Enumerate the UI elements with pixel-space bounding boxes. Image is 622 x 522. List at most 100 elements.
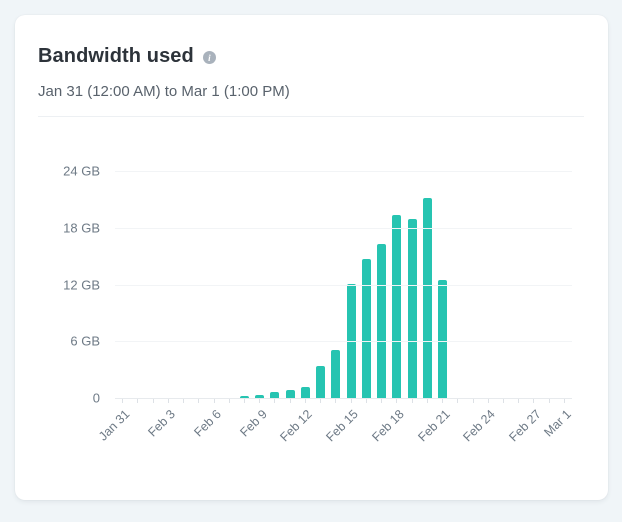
x-axis-label: Feb 21 <box>414 407 453 445</box>
bandwidth-bar[interactable] <box>407 219 417 398</box>
axis-tick <box>320 398 322 403</box>
tick-slot <box>374 398 389 404</box>
axis-tick <box>381 398 383 403</box>
bandwidth-bar[interactable] <box>331 349 341 398</box>
bandwidth-bar[interactable] <box>300 386 310 398</box>
x-axis-label: Feb 24 <box>460 407 499 445</box>
tick-slot <box>283 398 298 404</box>
tick-slot <box>557 398 572 404</box>
header-divider <box>38 116 584 117</box>
bandwidth-bar[interactable] <box>255 395 265 398</box>
y-axis-label: 18 GB <box>63 220 100 236</box>
axis-tick <box>411 398 413 403</box>
tick-slot <box>191 398 206 404</box>
tick-slot <box>511 398 526 404</box>
tick-slot <box>435 398 450 404</box>
axis-tick <box>167 398 169 403</box>
bandwidth-card: Bandwidth used i Jan 31 (12:00 AM) to Ma… <box>15 15 608 500</box>
x-axis-label: Feb 27 <box>506 407 544 445</box>
tick-slot <box>344 398 359 404</box>
axis-tick <box>137 398 139 403</box>
tick-slot <box>237 398 252 404</box>
axis-tick <box>426 398 428 403</box>
bar-slot <box>328 171 343 398</box>
bar-slot <box>344 171 359 398</box>
x-axis-ticks <box>115 398 572 404</box>
axis-tick <box>563 398 565 403</box>
bandwidth-bar[interactable] <box>285 389 295 398</box>
y-axis-label: 12 GB <box>63 277 100 292</box>
bandwidth-bar[interactable] <box>346 283 356 398</box>
card-header: Bandwidth used i <box>38 45 584 68</box>
bandwidth-bar[interactable] <box>270 392 280 398</box>
gridline <box>115 171 572 172</box>
tick-slot <box>465 398 480 404</box>
tick-slot <box>496 398 511 404</box>
bandwidth-bar[interactable] <box>316 365 326 398</box>
tick-slot <box>359 398 374 404</box>
bar-slot <box>389 171 404 398</box>
bar-slot <box>313 171 328 398</box>
x-axis-label: Feb 15 <box>323 407 362 445</box>
x-axis-label: Feb 18 <box>369 407 407 445</box>
axis-tick <box>243 398 245 403</box>
axis-tick <box>502 398 504 403</box>
tick-slot <box>542 398 557 404</box>
tick-slot <box>298 398 313 404</box>
axis-tick <box>548 398 550 403</box>
tick-slot <box>526 398 541 404</box>
gridline <box>115 398 572 399</box>
gridline <box>115 341 572 343</box>
axis-tick <box>365 398 367 403</box>
x-axis-label: Feb 6 <box>191 407 224 440</box>
axis-tick <box>518 398 520 403</box>
bar-slot <box>374 171 389 398</box>
axis-tick <box>228 398 230 403</box>
bandwidth-bar[interactable] <box>438 279 448 398</box>
tick-slot <box>252 398 267 404</box>
bar-slot <box>298 171 313 398</box>
x-axis-label: Feb 3 <box>145 407 179 440</box>
axis-tick <box>457 398 459 403</box>
axis-tick <box>487 398 489 403</box>
tick-slot <box>404 398 419 404</box>
bar-slot <box>267 171 282 398</box>
axis-tick <box>472 398 474 403</box>
axis-tick <box>304 398 306 403</box>
tick-slot <box>115 398 130 404</box>
axis-tick <box>442 398 444 403</box>
y-axis-label: 6 GB <box>70 333 100 349</box>
tick-slot <box>176 398 191 404</box>
tick-slot <box>130 398 145 404</box>
x-axis-label: Mar 1 <box>541 407 575 440</box>
page-title: Bandwidth used <box>38 45 194 67</box>
axis-tick <box>183 398 185 403</box>
bandwidth-bar[interactable] <box>239 396 249 398</box>
axis-tick <box>259 398 261 403</box>
tick-slot <box>222 398 237 404</box>
bandwidth-bar[interactable] <box>392 215 402 398</box>
bandwidth-bar[interactable] <box>361 258 371 398</box>
bandwidth-bar[interactable] <box>377 243 387 398</box>
axis-tick <box>350 398 352 403</box>
axis-tick <box>122 398 124 403</box>
tick-slot <box>161 398 176 404</box>
bandwidth-chart: Jan 31 Feb 3 Feb 6 Feb 9 Feb 12 Feb 15 Feb 18 F… <box>63 164 574 445</box>
x-axis-labels: Jan 31 Feb 3 Feb 6 Feb 9 Feb 12 Feb 15 Feb 18 F… <box>96 407 575 471</box>
x-axis-label: Feb 9 <box>237 407 270 440</box>
bar-slot <box>283 171 298 398</box>
bandwidth-bar[interactable] <box>422 198 432 398</box>
axis-tick <box>274 398 276 403</box>
info-icon[interactable]: i <box>202 51 216 64</box>
date-range: Jan 31 (12:00 AM) to Mar 1 (1:00 PM) <box>38 83 290 100</box>
tick-slot <box>389 398 404 404</box>
x-axis-label: Jan 31 <box>96 407 133 444</box>
bars-container <box>115 171 572 398</box>
tick-slot <box>313 398 328 404</box>
axis-tick <box>396 398 398 403</box>
tick-slot <box>328 398 343 404</box>
axis-tick <box>533 398 535 403</box>
bar-slot <box>404 171 419 398</box>
tick-slot <box>420 398 435 404</box>
bar-slot <box>237 171 252 398</box>
